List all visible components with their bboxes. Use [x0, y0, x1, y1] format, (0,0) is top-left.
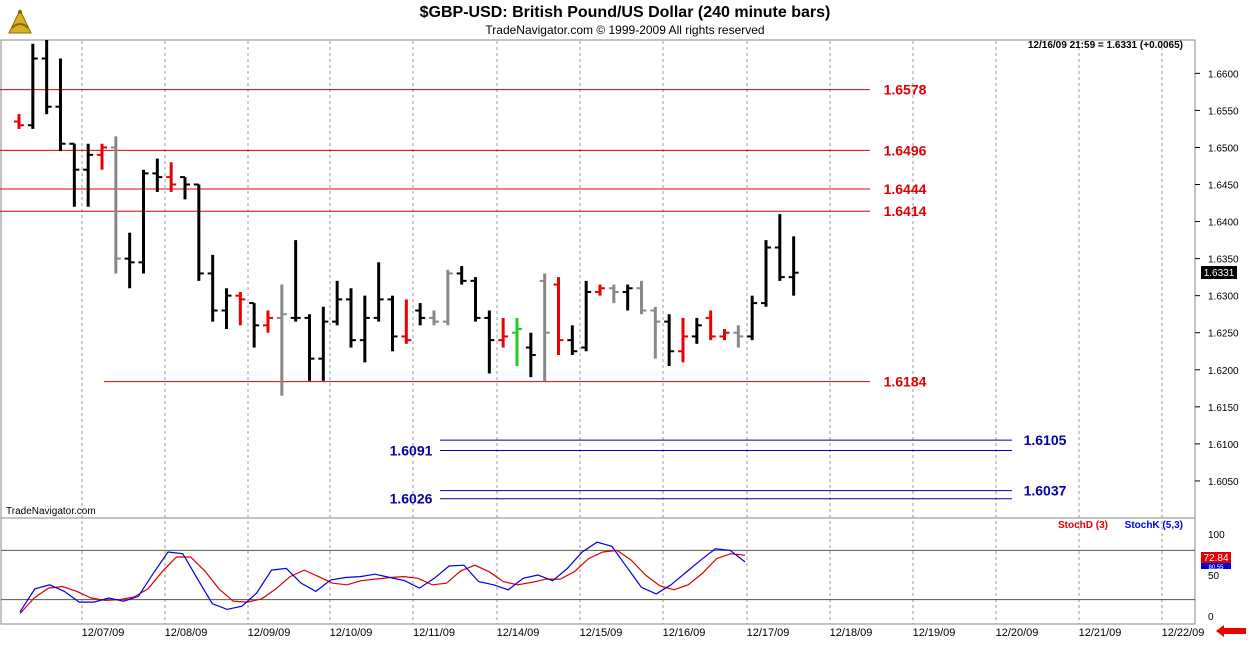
scroll-right-arrow-icon[interactable]: [1216, 625, 1246, 637]
x-tick-label: 12/18/09: [830, 627, 873, 639]
y-tick-label: 1.6450: [1208, 181, 1239, 192]
y-tick-label: 1.6050: [1208, 477, 1239, 488]
stoch-k-line: [19, 541, 746, 613]
stoch-y-tick-label: 100: [1208, 530, 1225, 541]
x-tick-label: 12/21/09: [1079, 627, 1122, 639]
stoch-k-value: 80.55: [1208, 565, 1224, 571]
x-tick-label: 12/11/09: [413, 627, 455, 639]
level-label: 1.6037: [1024, 483, 1067, 499]
x-tick-label: 12/09/09: [248, 627, 291, 639]
x-tick-label: 12/20/09: [996, 627, 1039, 639]
y-tick-label: 1.6400: [1208, 218, 1239, 229]
x-tick-label: 12/08/09: [165, 627, 208, 639]
stoch-y-tick-label: 0: [1208, 612, 1214, 623]
x-tick-label: 12/16/09: [663, 627, 706, 639]
y-tick-label: 1.6500: [1208, 143, 1239, 154]
x-tick-label: 12/15/09: [580, 627, 623, 639]
level-label: 1.6091: [390, 443, 433, 459]
x-tick-label: 12/19/09: [913, 627, 956, 639]
level-label: 1.6184: [884, 374, 927, 390]
stoch-k-legend: StochK (5,3): [1125, 520, 1183, 531]
y-tick-label: 1.6350: [1208, 255, 1239, 266]
stoch-d-value-box: [1201, 552, 1231, 563]
level-label: 1.6444: [884, 181, 927, 197]
last-bar-info: 12/16/09 21:59 = 1.6331 (+0.0065): [1028, 40, 1183, 51]
watermark: TradeNavigator.com: [6, 506, 96, 517]
chart-title: $GBP-USD: British Pound/US Dollar (240 m…: [419, 4, 831, 21]
x-tick-label: 12/07/09: [82, 627, 125, 639]
stoch-d-legend: StochD (3): [1058, 520, 1108, 531]
chart-subtitle: TradeNavigator.com © 1999-2009 All right…: [485, 23, 765, 37]
x-tick-label: 12/10/09: [330, 627, 373, 639]
y-tick-label: 1.6550: [1208, 106, 1239, 117]
x-tick-label: 12/14/09: [497, 627, 540, 639]
level-label: 1.6578: [884, 82, 927, 98]
y-tick-label: 1.6200: [1208, 366, 1239, 377]
y-tick-label: 1.6150: [1208, 403, 1239, 414]
y-tick-label: 1.6250: [1208, 329, 1239, 340]
y-tick-label: 1.6600: [1208, 69, 1239, 80]
last-price-box: [1201, 266, 1237, 279]
sextant-logo-icon: [8, 8, 32, 34]
x-tick-label: 12/22/09: [1162, 627, 1205, 639]
stoch-y-tick-label: 50: [1208, 571, 1220, 582]
level-label: 1.6496: [884, 142, 927, 158]
y-tick-label: 1.6100: [1208, 440, 1239, 451]
level-label: 1.6414: [884, 203, 927, 219]
stoch-k-value-box: [1201, 563, 1231, 569]
level-label: 1.6105: [1024, 432, 1067, 448]
y-tick-label: 1.6300: [1208, 292, 1239, 303]
x-tick-label: 12/17/09: [747, 627, 790, 639]
stoch-d-value: 72.84: [1203, 553, 1228, 564]
level-label: 1.6026: [390, 491, 433, 507]
last-price-label: 1.6331: [1204, 268, 1235, 279]
